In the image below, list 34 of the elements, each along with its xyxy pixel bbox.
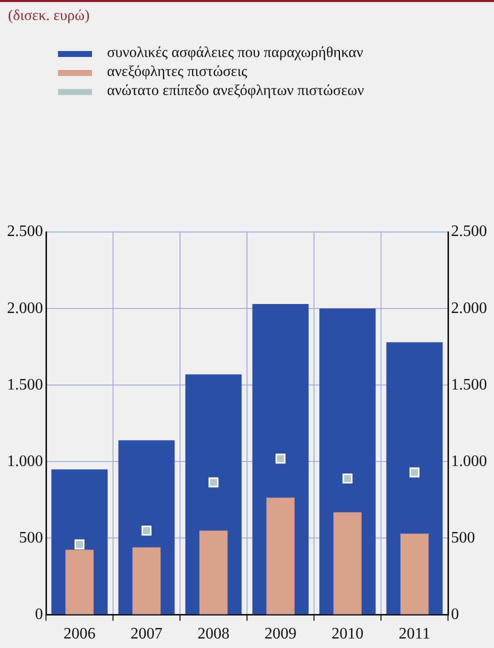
y-tick-label: 2.500 (7, 223, 43, 240)
y2-tick-label: 0 (451, 606, 459, 624)
y-tick-label: 500 (19, 529, 43, 546)
x-tick-label: 2006 (64, 626, 96, 643)
bar (132, 547, 161, 614)
bar (333, 512, 362, 614)
y2-tick-label: 2.500 (451, 223, 487, 240)
y2-tick-label: 1.500 (451, 376, 487, 394)
legend-label: συνολικές ασφάλειες που παραχωρήθηκαν (107, 45, 364, 62)
x-tick-label: 2011 (398, 626, 430, 643)
y-tick-label: 1.000 (7, 452, 43, 470)
y2-tick-label: 1.000 (451, 452, 487, 470)
y-tick-label: 1.500 (7, 376, 43, 394)
legend-label: ανώτατο επίπεδο ανεξόφλητων πιστώσεων (107, 83, 364, 100)
point (410, 467, 420, 478)
y-tick-label: 0 (35, 606, 43, 624)
bar (65, 550, 94, 614)
bar (400, 534, 429, 614)
chart-title: (δισεκ. ευρώ) (8, 8, 90, 25)
x-tick-label: 2008 (198, 626, 230, 643)
x-tick-label: 2009 (264, 626, 296, 643)
y2-tick-label: 2.000 (451, 300, 487, 317)
bar (199, 530, 228, 614)
x-tick-label: 2007 (130, 626, 162, 643)
y2-tick-label: 500 (451, 529, 475, 546)
point (276, 454, 286, 464)
point (208, 477, 218, 488)
bar (266, 498, 295, 614)
legend-label: ανεξόφλητες πιστώσεις (107, 64, 248, 81)
point (142, 526, 152, 536)
y-tick-label: 2.000 (7, 300, 43, 317)
point (342, 474, 352, 484)
x-tick-label: 2010 (332, 626, 364, 643)
point (74, 539, 84, 550)
